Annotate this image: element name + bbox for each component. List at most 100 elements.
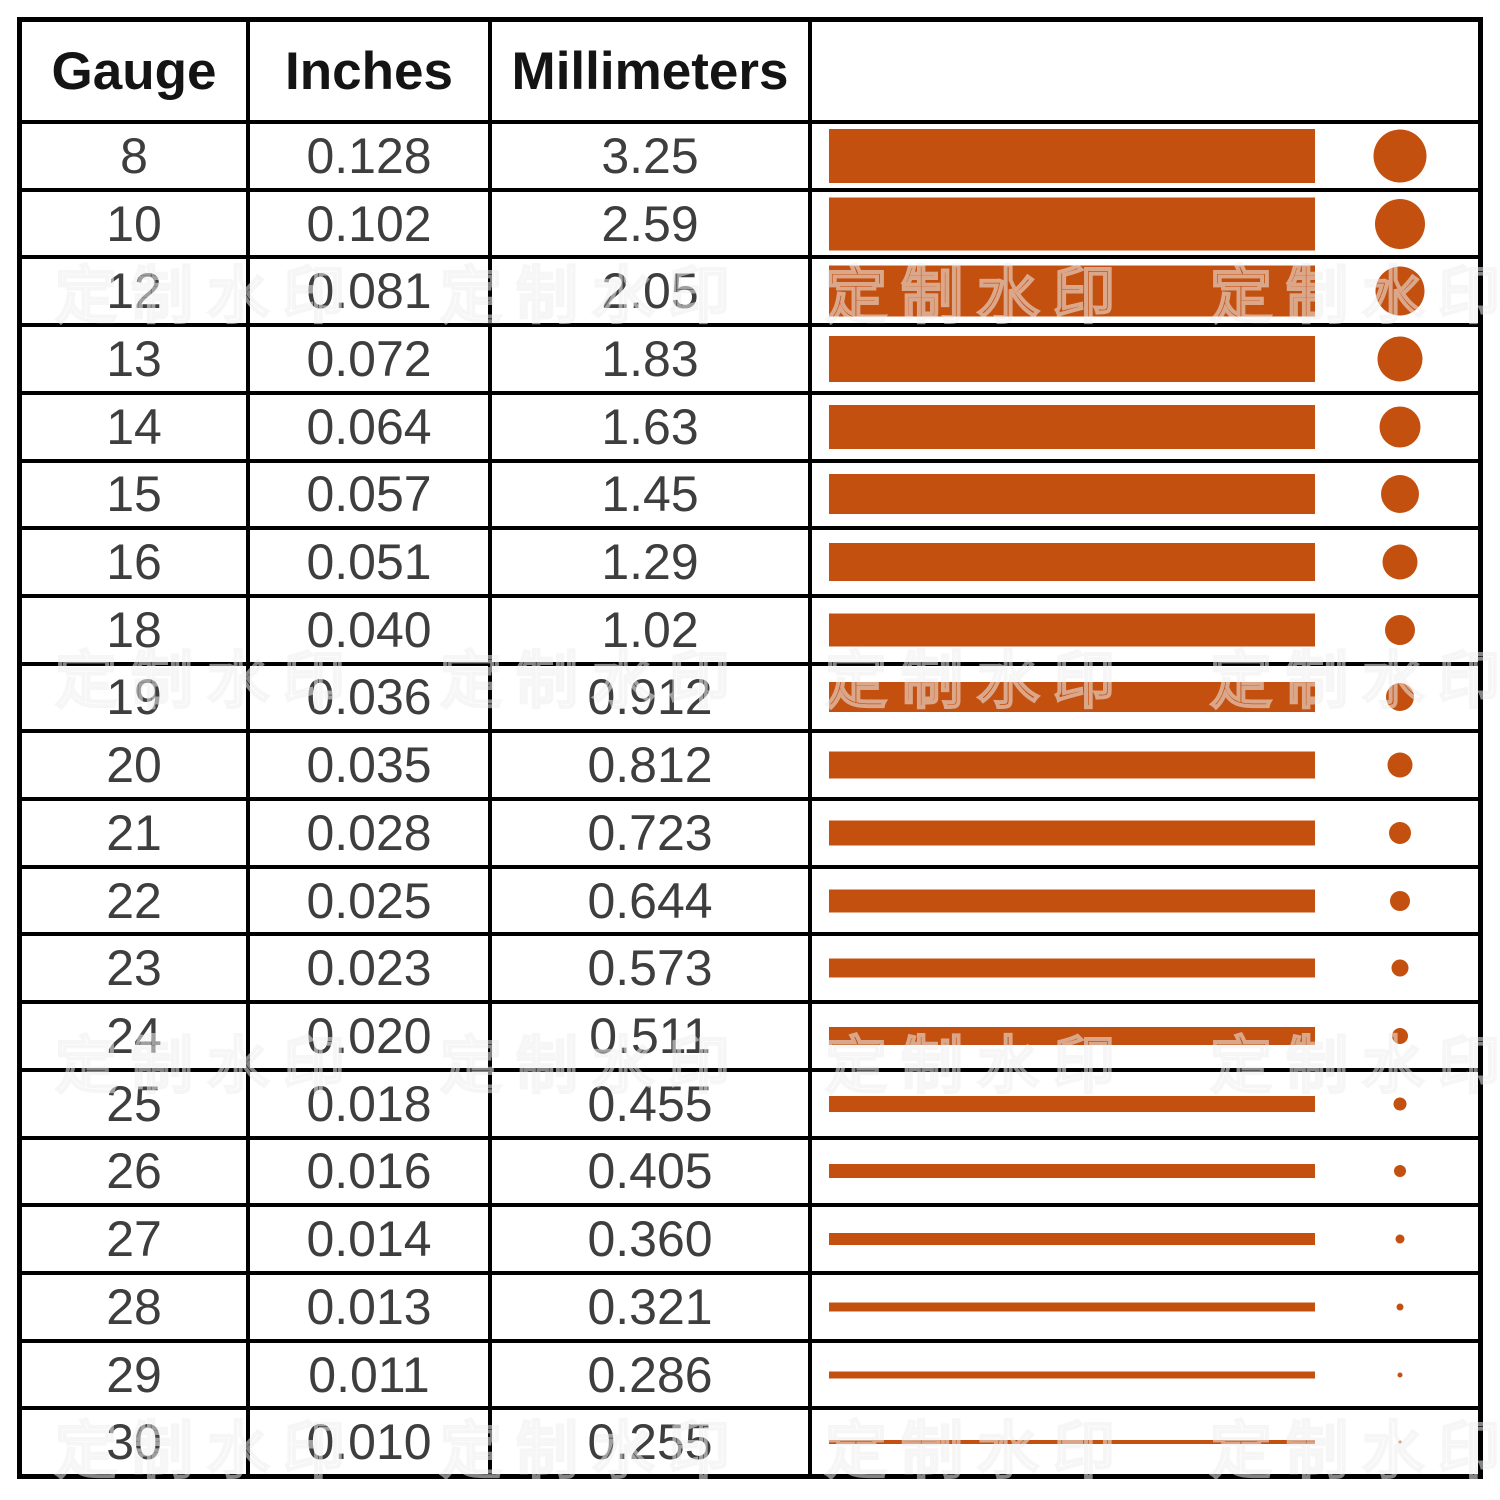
- visual-cell: [812, 1072, 1478, 1136]
- gauge-cell: 20: [22, 733, 250, 798]
- visual-cell: [812, 1207, 1478, 1271]
- visual-cell: [812, 1275, 1478, 1339]
- gauge-cell: 13: [22, 327, 250, 391]
- gauge-cell: 25: [22, 1071, 250, 1136]
- gauge-cell: 21: [22, 801, 250, 865]
- table-row: 26 0.016 0.405: [22, 1135, 1478, 1204]
- inches-cell: 0.035: [250, 733, 492, 798]
- header-visual: [812, 22, 1478, 120]
- inches-cell: 0.081: [250, 259, 492, 324]
- inches-cell: 0.025: [250, 868, 492, 933]
- visual-cell: [812, 530, 1478, 594]
- wire-diameter-dot: [1375, 198, 1425, 249]
- inches-cell: 0.020: [250, 1004, 492, 1068]
- wire-diameter-dot: [1377, 336, 1423, 382]
- table-row: 21 0.028 0.723: [22, 797, 1478, 865]
- mm-cell: 0.405: [492, 1139, 812, 1204]
- mm-cell: 1.83: [492, 327, 812, 391]
- visual-cell: [812, 1343, 1478, 1407]
- visual-cell: [812, 1004, 1478, 1068]
- inches-cell: 0.023: [250, 936, 492, 1001]
- mm-cell: 0.812: [492, 733, 812, 798]
- table-row: 22 0.025 0.644: [22, 864, 1478, 933]
- visual-cell: [812, 666, 1478, 730]
- wire-diameter-bar: [829, 1440, 1315, 1445]
- wire-diameter-bar: [829, 1095, 1315, 1112]
- wire-diameter-dot: [1375, 266, 1425, 316]
- gauge-cell: 26: [22, 1139, 250, 1204]
- table-row: 15 0.057 1.45: [22, 458, 1478, 527]
- gauge-cell: 14: [22, 394, 250, 459]
- inches-cell: 0.018: [250, 1071, 492, 1136]
- gauge-cell: 22: [22, 868, 250, 933]
- inches-cell: 0.072: [250, 327, 492, 391]
- table-row: 23 0.023 0.573: [22, 932, 1478, 1001]
- wire-diameter-dot: [1385, 614, 1415, 645]
- wire-diameter-bar: [829, 197, 1315, 251]
- wire-diameter-dot: [1394, 1165, 1406, 1178]
- wire-diameter-bar: [829, 682, 1315, 713]
- wire-diameter-dot: [1373, 129, 1427, 183]
- wire-diameter-dot: [1396, 1303, 1404, 1311]
- header-inches: Inches: [250, 22, 492, 120]
- table-row: 18 0.040 1.02: [22, 593, 1478, 662]
- wire-diameter-dot: [1390, 890, 1410, 911]
- visual-cell: [812, 327, 1478, 391]
- inches-cell: 0.028: [250, 801, 492, 865]
- inches-cell: 0.051: [250, 530, 492, 594]
- mm-cell: 2.05: [492, 259, 812, 324]
- gauge-cell: 27: [22, 1207, 250, 1271]
- wire-diameter-dot: [1391, 959, 1409, 977]
- visual-cell: [812, 936, 1478, 1000]
- visual-cell: [812, 598, 1478, 662]
- table-row: 20 0.035 0.812: [22, 729, 1478, 798]
- visual-cell: [812, 1410, 1478, 1474]
- inches-cell: 0.010: [250, 1410, 492, 1475]
- wire-diameter-bar: [829, 1026, 1315, 1045]
- wire-diameter-bar: [829, 474, 1315, 515]
- visual-cell: [812, 463, 1478, 527]
- wire-diameter-dot: [1386, 683, 1414, 712]
- wire-diameter-bar: [829, 335, 1315, 382]
- inches-cell: 0.064: [250, 394, 492, 459]
- mm-cell: 0.573: [492, 936, 812, 1001]
- gauge-cell: 30: [22, 1410, 250, 1475]
- wire-diameter-bar: [829, 613, 1315, 647]
- visual-cell: [812, 395, 1478, 459]
- wire-diameter-bar: [829, 1302, 1315, 1312]
- visual-cell: [812, 869, 1478, 933]
- visual-cell: [812, 733, 1478, 797]
- wire-diameter-dot: [1389, 821, 1411, 844]
- wire-diameter-bar: [829, 889, 1315, 913]
- mm-cell: 0.644: [492, 868, 812, 933]
- wire-diameter-bar: [829, 543, 1315, 582]
- gauge-cell: 19: [22, 665, 250, 730]
- visual-cell: [812, 124, 1478, 188]
- gauge-cell: 18: [22, 597, 250, 662]
- wire-diameter-dot: [1381, 475, 1419, 514]
- inches-cell: 0.013: [250, 1274, 492, 1339]
- mm-cell: 0.455: [492, 1071, 812, 1136]
- mm-cell: 0.912: [492, 665, 812, 730]
- table-row: 27 0.014 0.360: [22, 1203, 1478, 1271]
- table-row: 8 0.128 3.25: [22, 120, 1478, 188]
- table-row: 10 0.102 2.59: [22, 187, 1478, 256]
- gauge-cell: 12: [22, 259, 250, 324]
- gauge-cell: 23: [22, 936, 250, 1001]
- mm-cell: 1.45: [492, 462, 812, 527]
- wire-diameter-dot: [1398, 1440, 1402, 1444]
- mm-cell: 0.255: [492, 1410, 812, 1475]
- gauge-cell: 8: [22, 124, 250, 188]
- inches-cell: 0.040: [250, 597, 492, 662]
- mm-cell: 0.511: [492, 1004, 812, 1068]
- gauge-cell: 10: [22, 191, 250, 256]
- mm-cell: 2.59: [492, 191, 812, 256]
- mm-cell: 0.360: [492, 1207, 812, 1271]
- table-row: 12 0.081 2.05: [22, 255, 1478, 324]
- inches-cell: 0.011: [250, 1342, 492, 1407]
- inches-cell: 0.016: [250, 1139, 492, 1204]
- wire-diameter-bar: [829, 404, 1315, 449]
- wire-diameter-bar: [829, 820, 1315, 846]
- gauge-cell: 28: [22, 1274, 250, 1339]
- wire-diameter-bar: [829, 1164, 1315, 1179]
